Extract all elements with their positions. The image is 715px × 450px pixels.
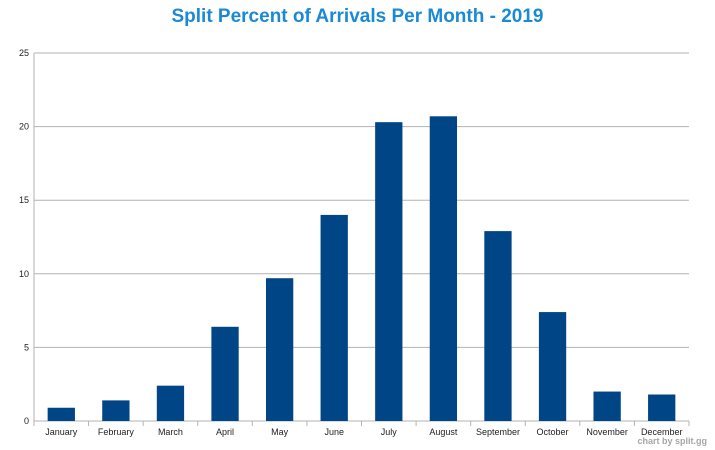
- y-tick-label: 25: [19, 48, 29, 58]
- bar-november: [593, 391, 621, 421]
- bar-july: [375, 122, 403, 422]
- y-tick-label: 5: [24, 342, 29, 352]
- x-tick-label: October: [537, 427, 569, 437]
- bar-august: [429, 116, 458, 422]
- x-tick-label: December: [641, 427, 683, 437]
- x-tick-label: July: [381, 427, 398, 437]
- y-tick-label: 20: [19, 122, 29, 132]
- bar-february: [102, 400, 130, 421]
- x-tick-label: November: [586, 427, 628, 437]
- bar-april: [211, 326, 239, 421]
- chart-title: Split Percent of Arrivals Per Month - 20…: [171, 6, 544, 27]
- y-tick-label: 0: [24, 416, 29, 426]
- bar-may: [265, 278, 294, 421]
- y-tick-label: 15: [19, 195, 29, 205]
- bar-march: [156, 385, 185, 421]
- bar-january: [47, 407, 75, 421]
- bar-october: [538, 312, 567, 421]
- bar-september: [484, 231, 512, 421]
- y-tick-label: 10: [19, 269, 29, 279]
- bar-december: [648, 394, 676, 421]
- x-tick-label: June: [324, 427, 344, 437]
- x-tick-label: January: [45, 427, 78, 437]
- x-tick-label: March: [158, 427, 183, 437]
- watermark: chart by split.gg: [637, 436, 707, 446]
- bar-june: [320, 214, 348, 421]
- x-tick-label: February: [98, 427, 135, 437]
- x-tick-label: April: [216, 427, 234, 437]
- x-tick-label: August: [429, 427, 458, 437]
- x-tick-label: May: [271, 427, 289, 437]
- x-tick-label: September: [476, 427, 520, 437]
